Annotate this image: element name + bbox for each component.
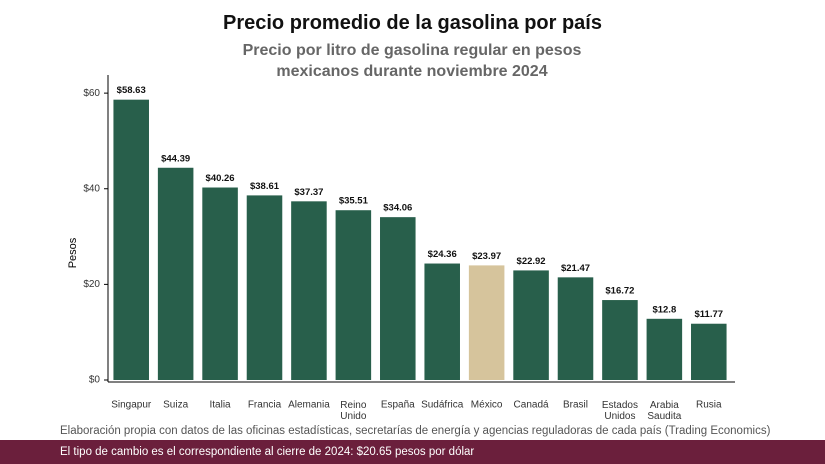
bar — [424, 263, 460, 380]
bar — [646, 318, 683, 380]
value-label: $11.77 — [695, 309, 724, 320]
value-label: $38.61 — [250, 181, 280, 192]
bar — [202, 187, 238, 380]
y-tick-label: $20 — [83, 279, 100, 290]
bar — [291, 201, 327, 380]
source-note: Elaboración propia con datos de las ofic… — [60, 425, 771, 437]
x-tick-label: Suiza — [163, 400, 188, 411]
bar — [468, 265, 505, 380]
value-label: $21.47 — [561, 263, 590, 274]
value-label: $40.26 — [206, 173, 235, 184]
bar — [691, 323, 727, 380]
chart-title: Precio promedio de la gasolina por país — [223, 12, 602, 34]
x-tick-label: Sudáfrica — [421, 400, 464, 411]
x-tick-label: Rusia — [696, 400, 722, 411]
value-label: $37.37 — [294, 187, 323, 198]
value-label: $24.36 — [428, 249, 457, 260]
x-tick-label: Canadá — [514, 400, 549, 411]
x-tick-label: Alemania — [288, 400, 330, 411]
value-label: $22.92 — [517, 256, 546, 267]
x-tick-label: Reino Unido — [340, 400, 367, 422]
bar — [557, 277, 594, 380]
bar — [513, 270, 549, 380]
bar — [157, 167, 194, 380]
value-label: $35.51 — [339, 196, 369, 207]
value-label: $44.39 — [161, 153, 190, 164]
x-tick-label: Estados Unidos — [602, 400, 638, 422]
exchange-note: El tipo de cambio es el correspondiente … — [60, 446, 475, 458]
x-tick-label: Singapur — [111, 400, 152, 411]
bar — [602, 300, 638, 380]
x-tick-label: Arabia Saudita — [647, 400, 681, 422]
y-tick-label: $60 — [83, 88, 100, 99]
x-tick-label: México — [471, 400, 503, 411]
x-tick-label: España — [381, 400, 415, 411]
x-tick-label: Francia — [248, 400, 282, 411]
chart: Pesos $0 $20 $40 $60 $58.63 Singapur $44.39 Sui… — [67, 75, 735, 422]
footer-band: El tipo de cambio es el correspondiente … — [0, 440, 825, 464]
bar — [335, 210, 372, 380]
bar — [246, 195, 283, 380]
x-tick-label: Brasil — [563, 400, 588, 411]
x-tick-label: Italia — [210, 400, 232, 411]
value-label: $58.63 — [117, 85, 146, 96]
value-label: $34.06 — [383, 203, 412, 214]
value-label: $12.8 — [652, 304, 676, 315]
value-label: $16.72 — [605, 286, 634, 297]
chart-subtitle: Precio por litro de gasolina regular en … — [242, 42, 582, 80]
y-tick-label: $0 — [89, 375, 101, 386]
bar — [113, 99, 149, 380]
bar — [380, 217, 416, 380]
value-label: $23.97 — [472, 251, 501, 262]
y-tick-label: $40 — [83, 183, 100, 194]
y-axis-label: Pesos — [67, 237, 79, 268]
